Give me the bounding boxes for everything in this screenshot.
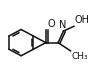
Text: OH: OH [74, 15, 89, 25]
Text: N: N [59, 20, 66, 30]
Text: CH₃: CH₃ [71, 52, 88, 61]
Text: O: O [47, 19, 55, 29]
